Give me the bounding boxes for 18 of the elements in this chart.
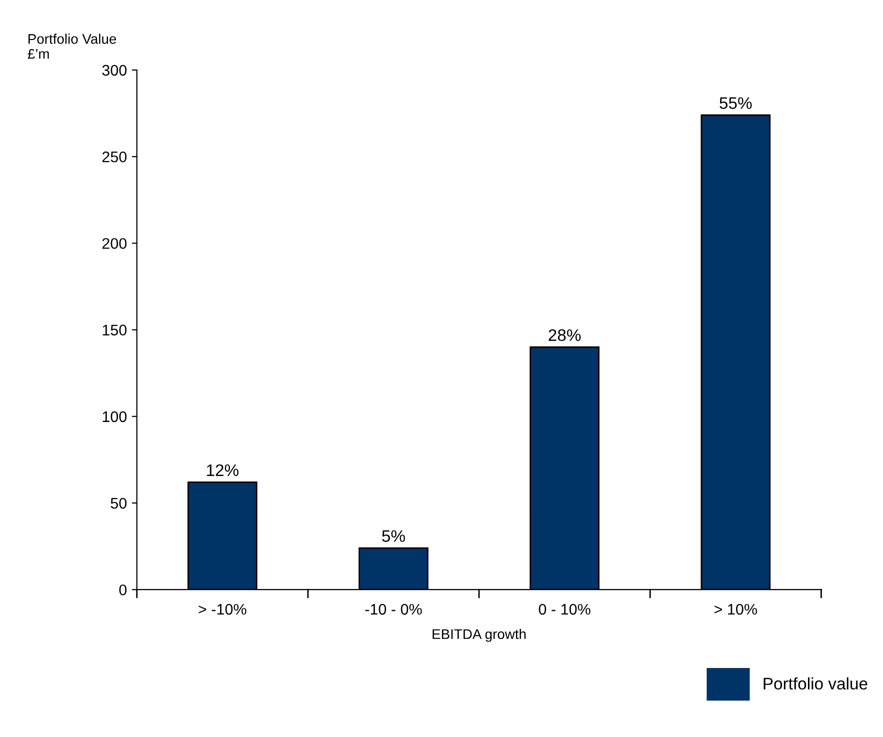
x-tick-label: 0 - 10%	[538, 604, 590, 615]
x-axis-title: EBITDA growth	[432, 628, 526, 642]
x-tick-label: > 10%	[714, 604, 757, 615]
text: 5%	[382, 530, 405, 542]
text: 28%	[548, 329, 581, 342]
y-tick-label: 200	[102, 238, 127, 249]
text: 12%	[207, 464, 238, 476]
y-tick-label: 250	[102, 151, 127, 162]
y-tick-label: 300	[102, 64, 127, 76]
y-tick-label: 50	[110, 498, 127, 509]
y-tick-label: 150	[102, 324, 127, 336]
x-tick-label: -10 - 0%	[365, 604, 422, 615]
legend-label: Portfolio value	[764, 677, 868, 690]
x-tick-label: > -10%	[198, 604, 246, 615]
y-tick-label: 0	[119, 584, 127, 596]
text: 55%	[720, 97, 752, 109]
y-tick-label: 100	[102, 411, 127, 422]
y-axis-title: Portfolio Value £’m	[28, 34, 116, 59]
